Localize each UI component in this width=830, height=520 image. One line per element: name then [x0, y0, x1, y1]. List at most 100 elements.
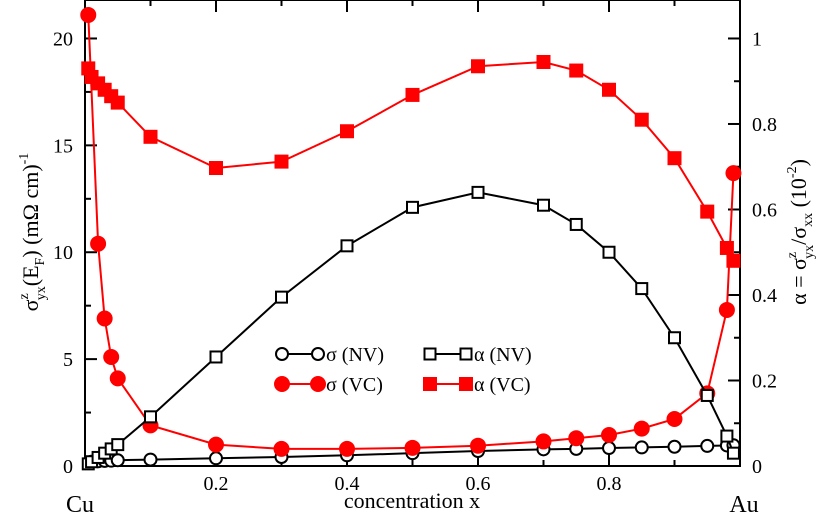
data-point: [668, 331, 681, 345]
legend-label: α (VC): [474, 374, 531, 396]
data-point: [602, 82, 616, 97]
data-point: [143, 129, 158, 144]
data-point: [209, 451, 223, 466]
data-point: [209, 161, 223, 176]
data-point: [471, 59, 485, 74]
x-tick-label: 0.8: [597, 473, 622, 495]
data-point: [720, 429, 734, 443]
data-point: [80, 6, 97, 23]
legend-item: σ (VC): [274, 374, 383, 396]
y-right-tick-label: 0.8: [752, 114, 777, 136]
series-2: [81, 185, 740, 471]
legend-marker: [423, 347, 437, 361]
y-right-tick-label: 0.4: [752, 285, 777, 307]
series-1: [80, 6, 742, 457]
data-point: [406, 200, 419, 214]
data-point: [143, 452, 158, 467]
data-point: [719, 240, 734, 255]
legend-marker: [275, 347, 289, 361]
data-point: [535, 433, 552, 450]
y-left-tick-label: 5: [63, 349, 73, 371]
data-point: [569, 63, 584, 78]
data-point: [209, 350, 223, 364]
data-point: [274, 154, 289, 169]
data-point: [700, 438, 715, 453]
data-point: [633, 420, 650, 437]
data-point: [667, 151, 682, 166]
legend: σ (NV) σ (VC) α (NV) α (VC): [274, 344, 532, 396]
data-point: [144, 410, 157, 424]
data-point: [700, 388, 714, 402]
series-3: [81, 54, 741, 268]
data-point: [700, 204, 715, 219]
legend-marker: [274, 376, 290, 392]
data-point: [405, 87, 420, 102]
data-point: [404, 439, 421, 456]
y-right-tick-label: 0.2: [752, 370, 777, 392]
legend-marker: [459, 347, 473, 361]
data-point: [208, 436, 224, 453]
legend-marker: [311, 347, 325, 361]
x-tick-label: 0.4: [335, 473, 360, 495]
data-point: [109, 370, 126, 387]
y-left-tick-label: 20: [53, 28, 73, 50]
data-point: [635, 282, 649, 296]
x-tick-label: 0.6: [466, 473, 491, 495]
legend-item: α (NV): [423, 344, 532, 366]
legend-marker: [423, 377, 437, 391]
data-point: [110, 95, 125, 110]
data-point: [725, 165, 742, 182]
data-point: [339, 440, 355, 457]
y-right-tick-label: 1: [752, 28, 762, 50]
data-point: [103, 348, 120, 365]
x-end-label-left: Cu: [66, 492, 94, 518]
x-tick-label: 0.2: [204, 473, 229, 495]
series: [80, 6, 742, 471]
legend-label: σ (VC): [326, 374, 383, 396]
data-point: [273, 440, 290, 457]
data-point: [537, 198, 550, 212]
legend-marker: [310, 376, 326, 392]
data-point: [470, 437, 486, 454]
y-left-tick-label: 15: [53, 135, 73, 157]
data-point: [726, 253, 741, 268]
data-point: [275, 290, 288, 304]
data-point: [726, 446, 740, 460]
data-point: [634, 440, 649, 455]
data-point: [111, 438, 125, 452]
data-point: [666, 410, 683, 427]
data-point: [96, 310, 113, 327]
data-point: [340, 239, 354, 253]
data-point: [667, 439, 682, 454]
legend-item: α (VC): [423, 374, 531, 396]
data-point: [718, 301, 735, 318]
series-line: [87, 14, 735, 450]
x-end-label-right: Au: [729, 492, 758, 518]
data-point: [568, 430, 585, 447]
legend-label: σ (NV): [326, 344, 384, 366]
axes-frame: [84, 0, 741, 467]
data-point: [602, 245, 616, 259]
data-point: [634, 112, 649, 127]
y-right-tick-label: 0.6: [752, 199, 777, 221]
data-point: [601, 427, 617, 444]
data-point: [90, 235, 107, 252]
legend-label: α (NV): [474, 344, 532, 366]
data-point: [536, 54, 551, 69]
data-point: [602, 441, 616, 456]
y-axis-label-right: α = σz yx/σxx (10-2): [785, 159, 817, 305]
data-point: [471, 185, 485, 199]
data-point: [110, 453, 125, 468]
ticks: 0.2 0.4 0.6 0.8 0 5 10 15 20 0 0.2 0.4 0.6 0.8 1: [53, 0, 777, 495]
legend-marker: [459, 377, 473, 391]
legend-item: σ (NV): [275, 344, 384, 366]
plot-frame: [84, 0, 741, 467]
y-left-tick-label: 0: [63, 456, 73, 478]
data-point: [569, 217, 583, 231]
y-left-tick-label: 10: [53, 242, 73, 264]
y-axis-label-left: σz yx(EF) (mΩ cm)-1: [17, 153, 49, 312]
data-point: [340, 124, 354, 139]
